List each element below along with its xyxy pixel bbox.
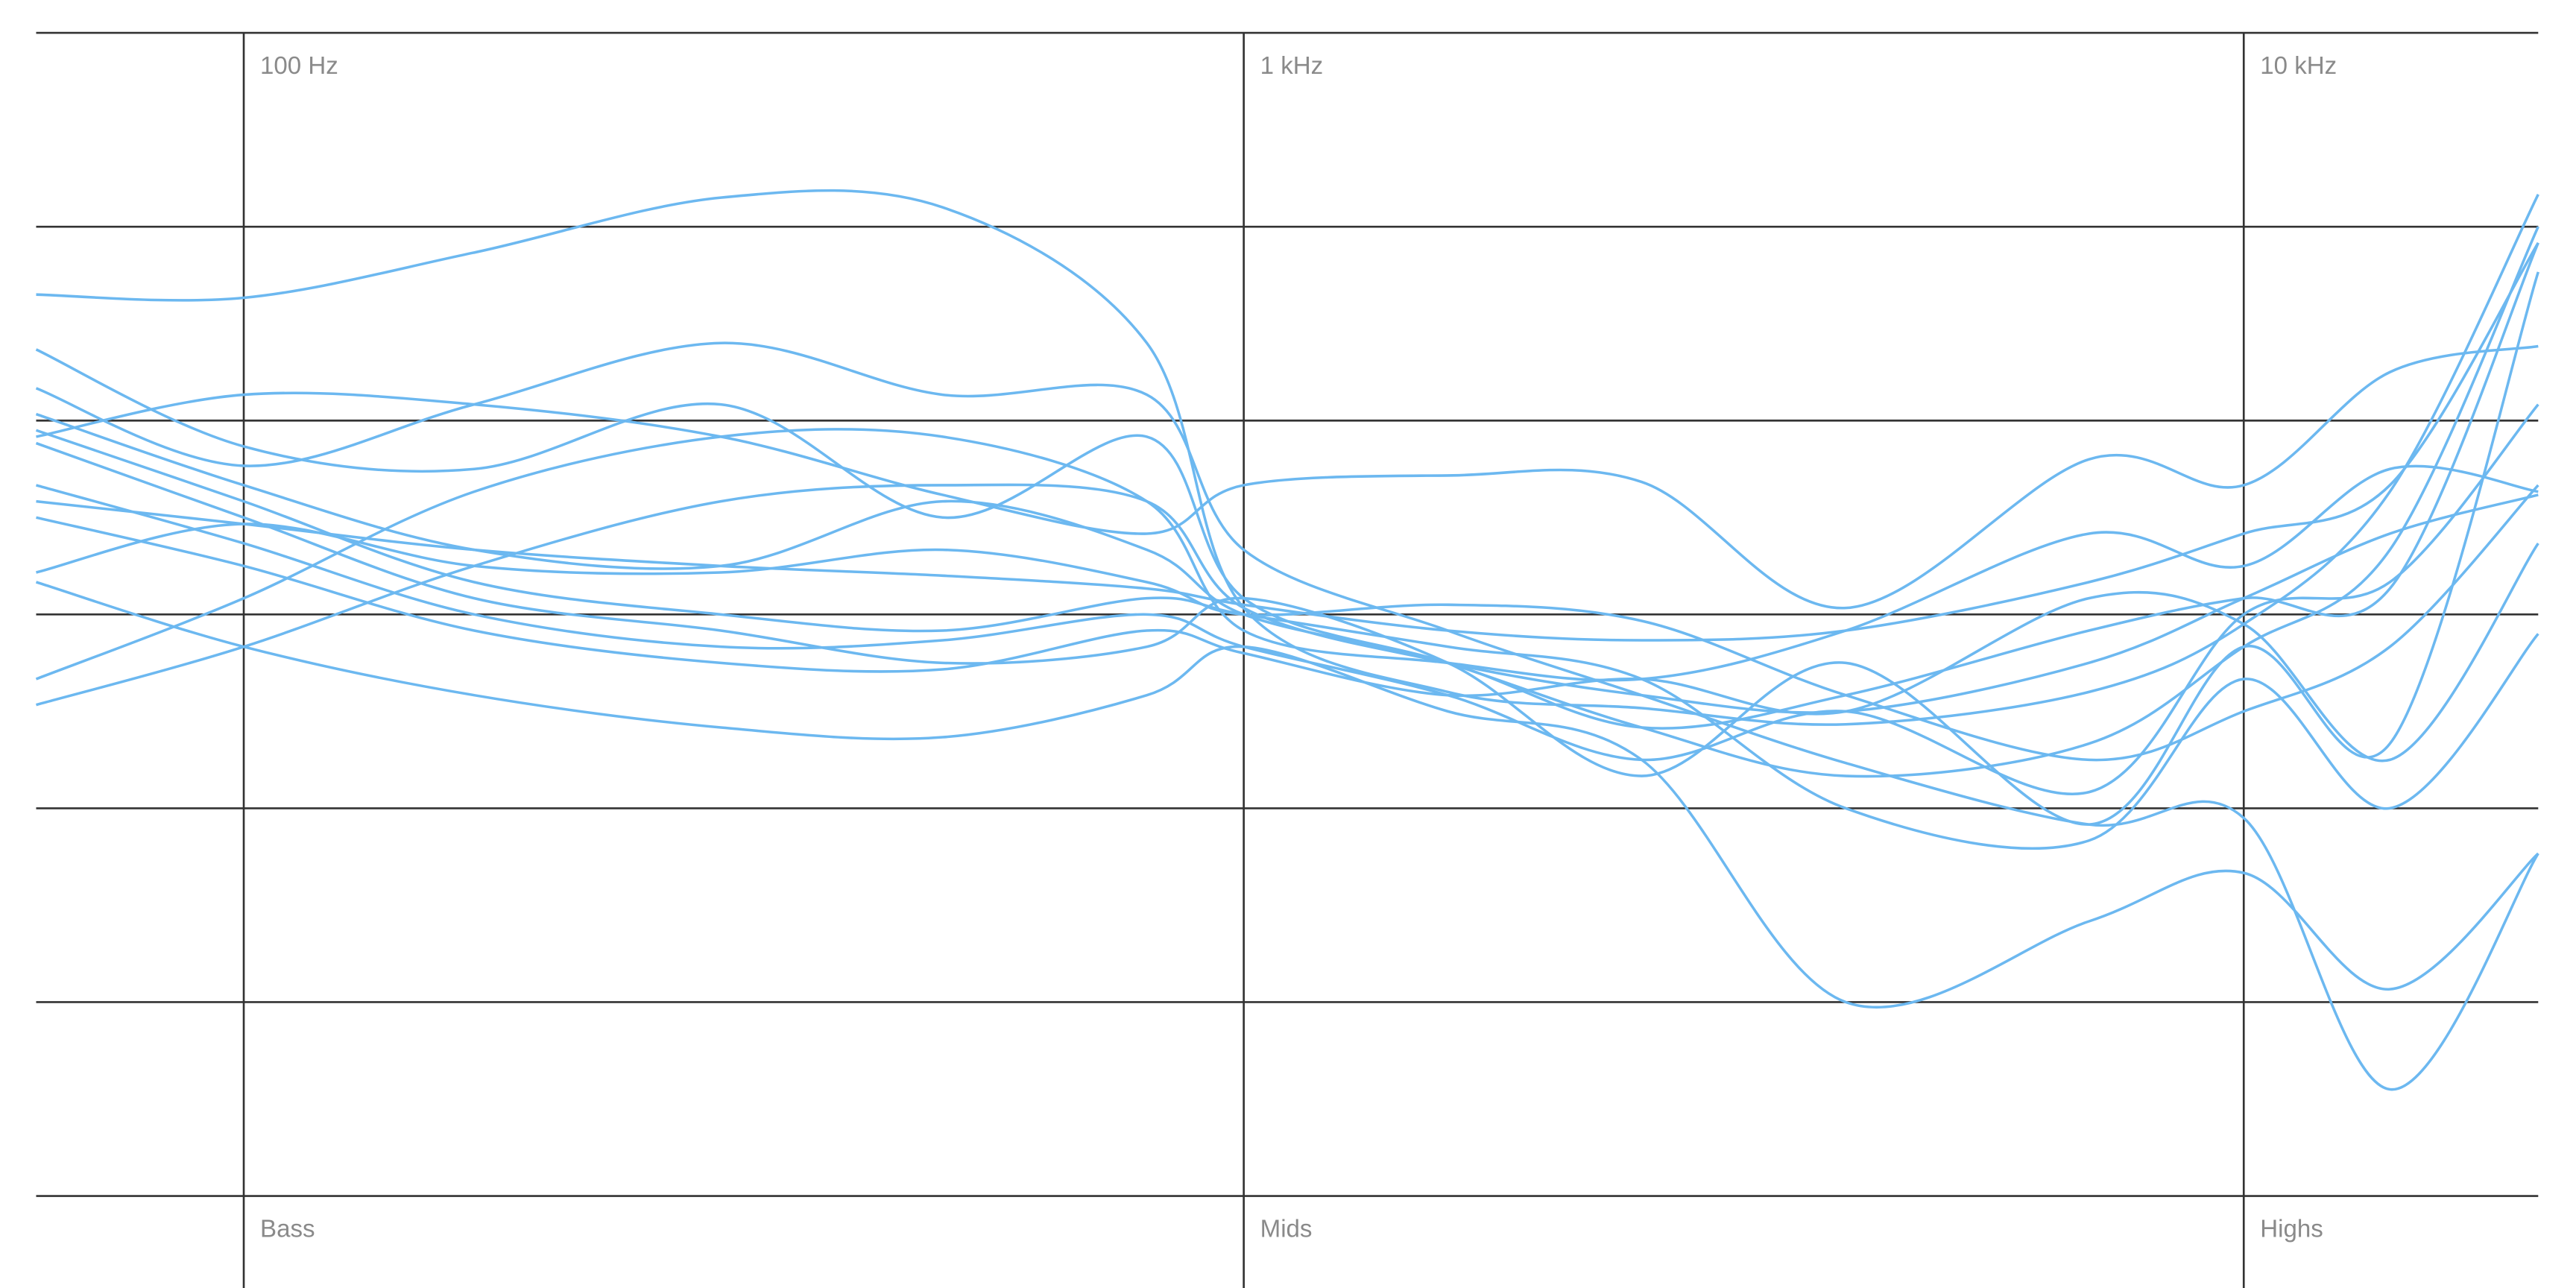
band-label: Mids <box>1260 1216 1313 1243</box>
eq-curve <box>36 344 2539 610</box>
eq-curve <box>36 484 2539 762</box>
band-label: Bass <box>260 1216 315 1243</box>
eq-curve <box>36 516 2539 763</box>
x-tick-label: 100 Hz <box>260 52 338 80</box>
eq-curve <box>35 429 2539 850</box>
eq-curve <box>35 581 2539 1009</box>
eq-curve <box>36 403 2539 795</box>
eq-curve <box>35 226 2539 778</box>
eq-curve <box>36 242 2539 642</box>
eq-curve <box>35 428 2539 682</box>
x-tick-label: 10 kHz <box>2260 52 2337 80</box>
eq-curve <box>35 341 2539 1091</box>
eq-curve <box>35 271 2539 826</box>
band-label: Highs <box>2260 1216 2323 1243</box>
x-tick-label: 1 kHz <box>1260 52 1323 80</box>
eq-curve <box>35 242 2539 730</box>
